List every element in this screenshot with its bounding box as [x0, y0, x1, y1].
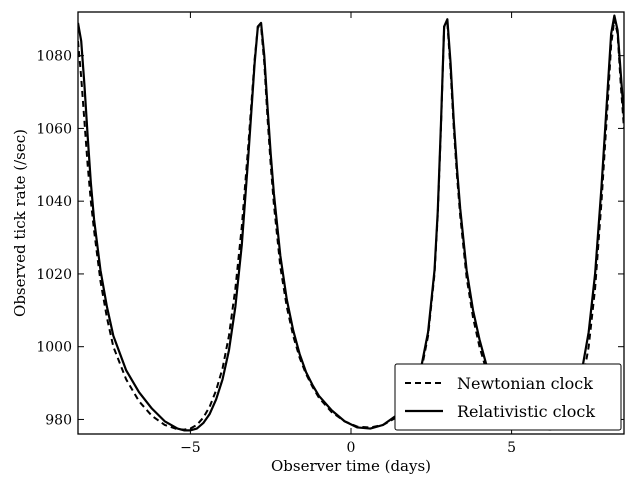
x-tick-label: 5: [507, 440, 516, 456]
legend: Newtonian clock Relativistic clock: [394, 363, 622, 431]
y-axis-label: Observed tick rate (/sec): [11, 129, 29, 317]
ticks-layer: −5 0 5 980 1000 1020 1040 1060 1080: [36, 12, 624, 456]
legend-box: [394, 363, 622, 431]
y-tick-label: 1040: [36, 194, 72, 210]
y-tick-label: 1060: [36, 121, 72, 137]
y-tick-label: 980: [45, 412, 72, 428]
x-tick-label: −5: [180, 440, 201, 456]
y-tick-label: 1000: [36, 340, 72, 356]
legend-label-newtonian: Newtonian clock: [457, 374, 593, 393]
y-tick-label: 1020: [36, 267, 72, 283]
y-tick-label: 1080: [36, 49, 72, 65]
x-tick-label: 0: [347, 440, 356, 456]
x-axis-label: Observer time (days): [271, 457, 431, 475]
legend-label-relativistic: Relativistic clock: [457, 402, 595, 421]
